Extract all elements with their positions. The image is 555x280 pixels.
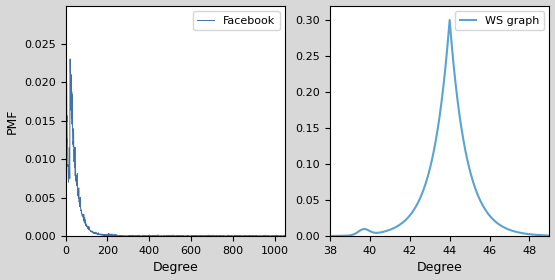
Facebook xyxy=(112,233,119,237)
Facebook xyxy=(118,234,124,237)
Facebook xyxy=(265,234,271,237)
Facebook xyxy=(83,223,89,227)
Legend: Facebook: Facebook xyxy=(193,11,280,30)
Facebook xyxy=(174,234,180,237)
Y-axis label: PMF: PMF xyxy=(6,108,18,134)
WS graph xyxy=(477,200,484,204)
Facebook xyxy=(176,234,183,238)
X-axis label: Degree: Degree xyxy=(417,262,462,274)
WS graph xyxy=(326,234,333,238)
Facebook xyxy=(63,17,69,21)
Facebook xyxy=(282,234,289,238)
WS graph xyxy=(502,226,508,230)
Facebook xyxy=(62,27,69,30)
Line: Facebook: Facebook xyxy=(65,19,285,236)
X-axis label: Degree: Degree xyxy=(153,262,198,274)
Legend: WS graph: WS graph xyxy=(455,11,544,30)
WS graph xyxy=(498,224,504,228)
WS graph xyxy=(415,200,422,203)
WS graph xyxy=(349,233,356,237)
Line: WS graph: WS graph xyxy=(330,20,549,236)
WS graph xyxy=(446,18,453,22)
WS graph xyxy=(423,179,430,182)
WS graph xyxy=(546,234,553,237)
Facebook xyxy=(217,234,224,238)
